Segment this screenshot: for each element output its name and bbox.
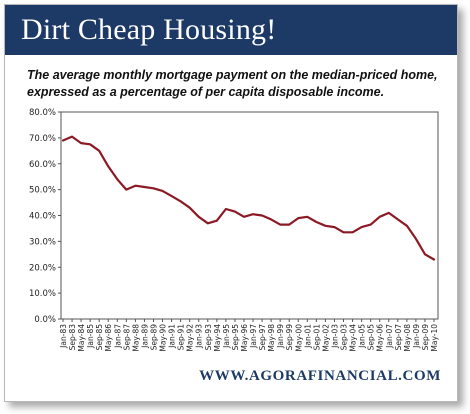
x-tick-label: Sep-09: [421, 324, 430, 351]
x-tick-label: Sep-85: [95, 324, 104, 351]
x-tick-label: Sep-97: [258, 324, 267, 351]
x-tick-label: May-08: [403, 324, 412, 352]
x-tick-label: Sep-91: [177, 324, 186, 351]
title-banner: Dirt Cheap Housing!: [5, 5, 457, 55]
x-tick-label: Jan-85: [86, 324, 95, 349]
x-tick-label: Jan-93: [195, 324, 204, 349]
x-tick-label: Sep-03: [340, 324, 349, 351]
chart-title: Dirt Cheap Housing!: [21, 13, 277, 46]
x-tick-label: May-02: [321, 324, 330, 352]
x-tick-label: Sep-93: [204, 324, 213, 351]
x-tick-label: May-90: [159, 324, 168, 352]
source-credit: WWW.AGORAFINANCIAL.COM: [199, 368, 441, 384]
x-tick-label: Sep-89: [149, 324, 158, 351]
chart-svg: 0.0% 10.0% 20.0% 30.0% 40.0% 50.0% 60.0% 70.0% 8…: [29, 108, 439, 352]
plot-area: 0.0% 10.0% 20.0% 30.0% 40.0% 50.0% 60.0% 70.0% 8…: [29, 108, 439, 352]
x-tick-label: May-94: [213, 324, 222, 352]
x-tick-label: Jan-87: [113, 324, 122, 349]
y-tick-label: 60.0%: [29, 160, 56, 170]
x-tick-label: Sep-83: [68, 324, 77, 351]
x-tick-label: Jan-07: [385, 324, 394, 349]
chart-subtitle: The average monthly mortgage payment on …: [27, 68, 438, 99]
x-tick-label: Jan-89: [140, 324, 149, 349]
x-tick-label: May-84: [77, 324, 86, 352]
x-tick-label: May-96: [240, 324, 249, 352]
y-tick-label: 80.0%: [29, 108, 56, 118]
x-tick-label: Jan-01: [303, 324, 312, 349]
y-tick-label: 20.0%: [29, 263, 56, 273]
x-tick-label: Sep-99: [285, 324, 294, 351]
x-tick-label: May-04: [349, 324, 358, 352]
y-tick-label: 10.0%: [29, 289, 56, 299]
x-tick-label: Jan-91: [168, 324, 177, 349]
x-tick-label: Sep-01: [312, 324, 321, 351]
x-tick-label: May-86: [104, 324, 113, 352]
x-tick-label: Jan-97: [249, 324, 258, 349]
x-tick-label: May-06: [376, 324, 385, 352]
y-tick-label: 50.0%: [29, 186, 56, 196]
chart-card: Dirt Cheap Housing! The average monthly …: [4, 4, 458, 402]
x-tick-label: May-10: [430, 324, 439, 352]
y-tick-label: 70.0%: [29, 134, 56, 144]
x-tick-label: Sep-95: [231, 324, 240, 351]
x-tick-label: May-92: [186, 324, 195, 352]
x-tick-label: Jan-83: [59, 324, 68, 349]
x-tick-label: Jan-03: [330, 324, 339, 349]
x-tick-label: Sep-05: [367, 324, 376, 351]
x-tick-label: Jan-99: [276, 324, 285, 349]
x-tick-label: May-98: [267, 324, 276, 352]
x-tick-label: Sep-87: [122, 324, 131, 351]
x-tick-label: Jan-95: [222, 324, 231, 349]
x-tick-label: May-88: [131, 324, 140, 352]
x-tick-label: Sep-07: [394, 324, 403, 351]
y-tick-label: 40.0%: [29, 212, 56, 222]
y-tick-label: 0.0%: [34, 315, 56, 325]
x-tick-label: Jan-05: [358, 324, 367, 349]
x-tick-label: Jan-09: [412, 324, 421, 349]
y-tick-label: 30.0%: [29, 237, 56, 247]
series-line: [61, 135, 436, 261]
x-tick-label: May-00: [294, 324, 303, 352]
